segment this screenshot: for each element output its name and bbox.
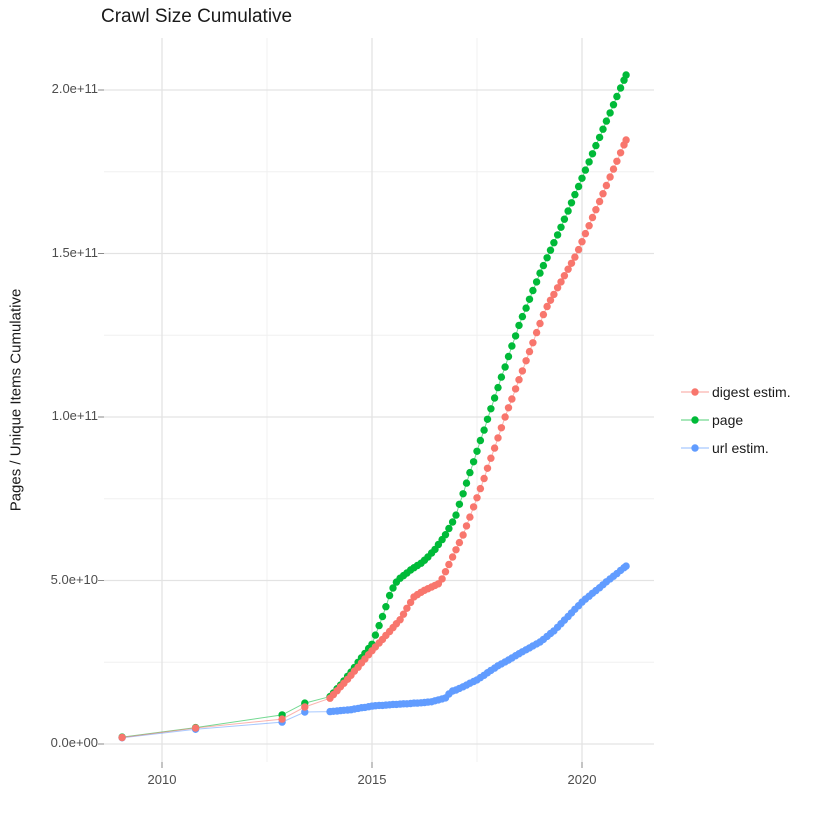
legend-label-url-estim: url estim. <box>712 440 769 456</box>
y-tick-label-2: 1.0e+11 <box>51 408 98 423</box>
x-tick-label-2010: 2010 <box>147 772 177 787</box>
legend-label-page: page <box>712 412 744 428</box>
y-tick-label-4: 2.0e+11 <box>51 81 98 96</box>
legend-label-digest-estim: digest estim. <box>712 384 791 400</box>
y-axis-title: Pages / Unique Items Cumulative <box>7 288 25 512</box>
y-tick-label-0: 0.0e+00 <box>50 735 98 750</box>
y-tick-label-1: 5.0e+10 <box>50 572 98 587</box>
x-tick-label-2020: 2020 <box>567 772 597 787</box>
chart-title: Crawl Size Cumulative <box>101 6 293 27</box>
y-tick-label-3: 1.5e+11 <box>51 245 98 260</box>
x-tick-label-2015: 2015 <box>357 772 387 787</box>
